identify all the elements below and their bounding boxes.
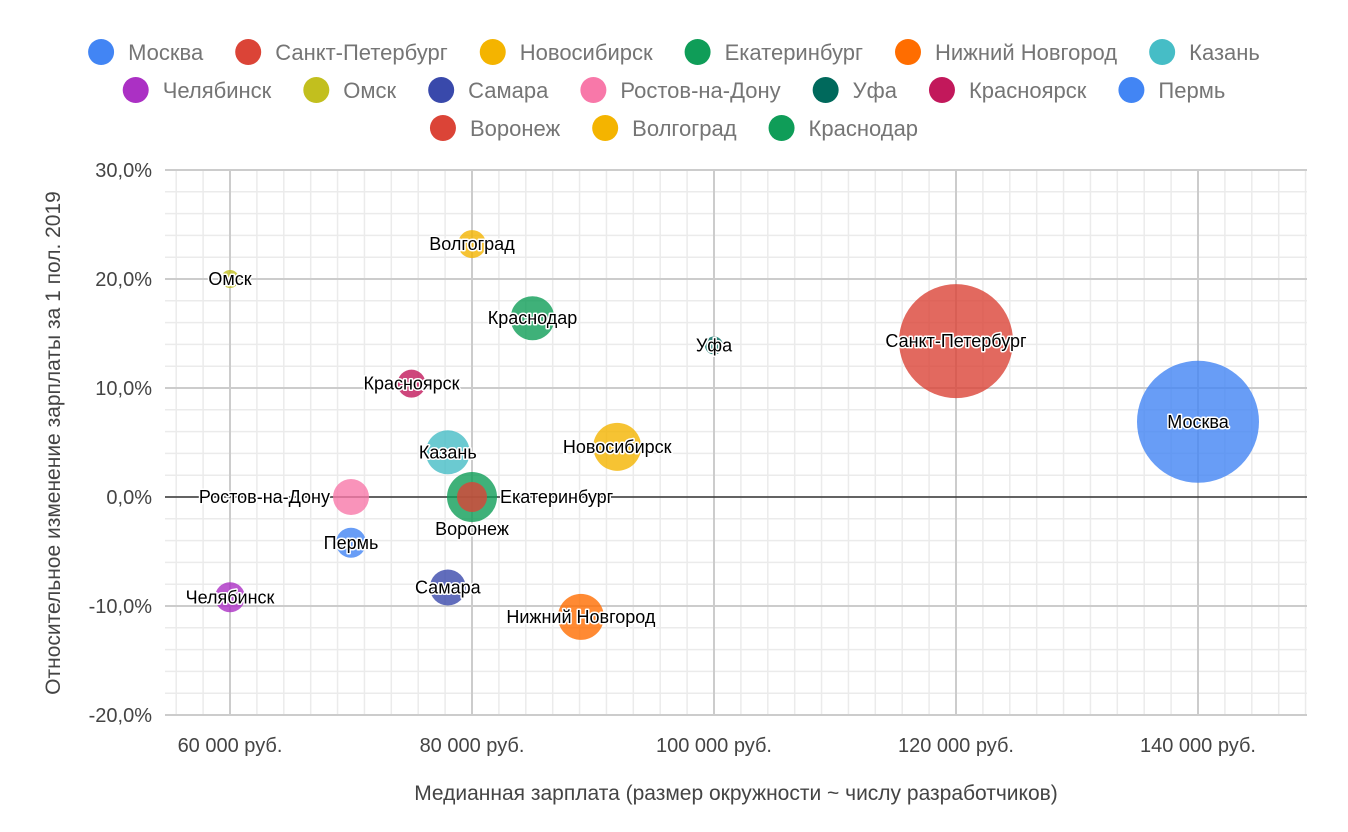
y-tick-label: 10,0% xyxy=(95,378,152,400)
bubble-label: Санкт-Петербург xyxy=(885,331,1027,351)
legend-item: Пермь xyxy=(1118,77,1225,103)
bubble xyxy=(899,284,1013,399)
x-tick-label: 140 000 руб. xyxy=(1140,735,1256,757)
bubble-label: Красноярск xyxy=(363,374,459,394)
bubble xyxy=(221,270,239,288)
legend-swatch-icon xyxy=(812,77,839,103)
legend-swatch-icon xyxy=(895,39,921,65)
x-axis-title: Медианная зарплата (размер окружности ~ … xyxy=(414,782,1058,805)
x-tick-label: 100 000 руб. xyxy=(656,735,772,757)
bubble xyxy=(336,527,366,558)
legend-label: Краснодар xyxy=(809,116,919,141)
legend-swatch-icon xyxy=(1149,39,1176,65)
bubble xyxy=(458,230,486,259)
bubble-label: Воронеж xyxy=(435,519,509,539)
legend-swatch-icon xyxy=(1118,77,1145,103)
bubble-label: Омск xyxy=(208,269,251,289)
legend-swatch-icon xyxy=(428,77,455,103)
legend-label: Москва xyxy=(128,40,204,65)
bubble xyxy=(510,296,555,341)
legend-swatch-icon xyxy=(768,115,795,141)
legend-label: Казань xyxy=(1189,40,1260,65)
y-axis-title: Относительное изменение зарплаты за 1 по… xyxy=(42,191,65,695)
y-tick-label: -10,0% xyxy=(89,596,153,618)
x-tick-label: 80 000 руб. xyxy=(420,735,525,757)
legend-item: Омск xyxy=(303,77,397,103)
legend-label: Ростов-на-Дону xyxy=(620,78,780,103)
legend-label: Самара xyxy=(468,78,549,103)
legend-swatch-icon xyxy=(684,39,711,65)
legend-label: Новосибирск xyxy=(520,40,653,65)
legend-swatch-icon xyxy=(928,77,955,103)
y-tick-label: 0,0% xyxy=(106,487,152,509)
legend-swatch-icon xyxy=(122,77,149,103)
bubble-label: Нижний Новгород xyxy=(506,607,656,627)
legend-item: Санкт-Петербург xyxy=(235,39,448,65)
bubble-label: Новосибирск xyxy=(563,437,672,457)
y-tick-label: 30,0% xyxy=(95,160,152,182)
legend-label: Челябинск xyxy=(163,78,272,103)
bubble-label: Москва xyxy=(1167,412,1229,432)
legend-label: Екатеринбург xyxy=(725,40,863,65)
legend-item: Казань xyxy=(1149,39,1260,65)
legend: Москва Санкт-Петербург Новосибирск Екатерин… xyxy=(88,39,1260,141)
legend-label: Красноярск xyxy=(969,78,1087,103)
bubble-label: Самара xyxy=(415,577,482,597)
bubble xyxy=(705,336,723,355)
legend-item: Волгоград xyxy=(592,115,737,141)
legend-label: Волгоград xyxy=(632,116,737,141)
bubble-label: Уфа xyxy=(696,335,733,355)
legend-item: Москва xyxy=(88,39,204,65)
legend-item: Челябинск xyxy=(122,77,272,103)
legend-swatch-icon xyxy=(303,77,330,103)
bubble xyxy=(215,582,245,613)
bubbles xyxy=(215,230,1259,640)
bubble xyxy=(1137,360,1259,483)
legend-label: Санкт-Петербург xyxy=(275,40,448,65)
legend-swatch-icon xyxy=(580,77,607,103)
bubble xyxy=(429,569,466,606)
bubble-label: Екатеринбург xyxy=(500,487,614,507)
legend-item: Новосибирск xyxy=(479,39,653,65)
legend-label: Воронеж xyxy=(470,116,561,141)
legend-swatch-icon xyxy=(479,39,506,65)
legend-swatch-icon xyxy=(235,39,262,65)
y-tick-label: -20,0% xyxy=(89,705,153,727)
grid xyxy=(165,169,1307,716)
legend-swatch-icon xyxy=(429,115,456,141)
legend-label: Нижний Новгород xyxy=(935,40,1117,65)
legend-swatch-icon xyxy=(592,115,619,141)
bubble xyxy=(557,593,604,640)
bubble xyxy=(593,422,642,471)
bubble xyxy=(457,482,487,512)
legend-item: Воронеж xyxy=(429,115,561,141)
legend-swatch-icon xyxy=(88,39,115,65)
bubble-label: Пермь xyxy=(324,533,379,553)
legend-label: Омск xyxy=(343,78,396,103)
bubble-label: Волгоград xyxy=(429,234,515,254)
legend-label: Уфа xyxy=(853,78,898,103)
bubble-label: Челябинск xyxy=(186,587,275,607)
bubble-label: Казань xyxy=(419,442,477,462)
legend-item: Нижний Новгород xyxy=(895,39,1117,65)
legend-label: Пермь xyxy=(1158,78,1225,103)
legend-item: Екатеринбург xyxy=(684,39,863,65)
legend-item: Краснодар xyxy=(768,115,919,141)
bubble-label: Краснодар xyxy=(488,308,578,328)
bubble-labels: Москва Санкт-Петербург Новосибирск Екатерин… xyxy=(184,233,1231,629)
legend-item: Самара xyxy=(428,77,549,103)
y-tick-label: 20,0% xyxy=(95,269,152,291)
legend-item: Ростов-на-Дону xyxy=(580,77,781,103)
x-tick-label: 60 000 руб. xyxy=(178,735,283,757)
legend-item: Уфа xyxy=(812,77,898,103)
axis-ticks: 60 000 руб. 80 000 руб. 100 000 руб. 120 00… xyxy=(89,160,1256,757)
legend-item: Красноярск xyxy=(928,77,1087,103)
bubble xyxy=(425,430,470,475)
x-tick-label: 120 000 руб. xyxy=(898,735,1014,757)
bubble xyxy=(333,479,369,515)
bubble xyxy=(397,369,426,398)
bubble-label: Ростов-на-Дону xyxy=(199,487,330,507)
